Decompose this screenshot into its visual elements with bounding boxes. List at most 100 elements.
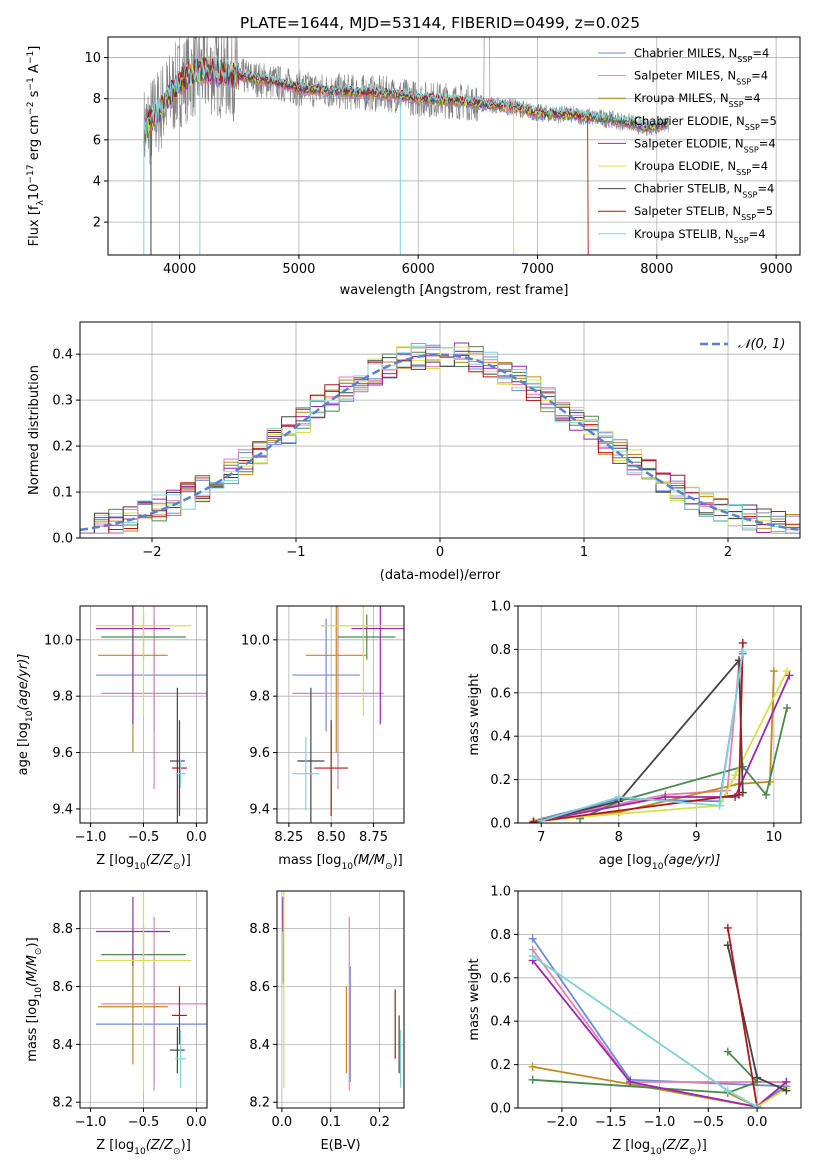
plus-marker: [661, 792, 670, 801]
legend-label: Salpeter ELODIE, NSSP=4: [634, 136, 776, 154]
y-axis-label: age [log10(age/yr)]: [16, 654, 35, 776]
mass-weight-series-1: [529, 660, 743, 823]
grid: [277, 606, 404, 823]
plus-marker: [723, 923, 732, 932]
plus-marker: [782, 1086, 791, 1095]
y-tick-label: 0.3: [52, 394, 73, 409]
x-tick-label: 8000: [640, 262, 673, 277]
x-axis-label: Z [log10(Z/Z⊙)]: [612, 1138, 707, 1157]
y-tick-label: 10.0: [241, 633, 270, 648]
plus-marker: [738, 647, 747, 656]
residual-histogram-5: [80, 346, 800, 534]
plus-marker: [723, 1047, 732, 1056]
error-bar-kroupa-stelib: [175, 759, 186, 788]
x-tick-label: −2: [142, 545, 161, 560]
x-tick-label: −0.5: [128, 1115, 160, 1130]
spectrum-legend: Chabrier MILES, NSSP=4 Salpeter MILES, NS…: [598, 46, 777, 244]
error-bar-kroupa-stelib: [175, 1029, 186, 1088]
plus-marker: [731, 771, 740, 780]
error-bar-salpeter-miles: [101, 606, 207, 790]
y-tick-label: 4: [93, 174, 101, 189]
mass-weight-series-8: [528, 952, 762, 1108]
mass-weight-series-8: [537, 647, 747, 823]
error-bar-chabrier-stelib: [169, 1026, 185, 1074]
axes-frame: [276, 605, 405, 824]
model-spectrum-5: [143, 56, 669, 144]
mass-weight-series-3: [576, 703, 792, 823]
y-tick-label: 8.6: [249, 980, 270, 995]
plus-marker: [783, 667, 792, 676]
x-tick-label: 4000: [163, 262, 196, 277]
axes-frame: [107, 36, 801, 256]
residual-histogram-8: [80, 345, 800, 534]
x-tick-label: 0.1: [320, 1115, 341, 1130]
plus-marker: [528, 952, 537, 961]
error-bar-salpeter-stelib: [314, 720, 349, 816]
plot-area: [282, 891, 402, 1091]
x-tick-label: 7000: [521, 262, 554, 277]
y-tick-label: 8: [93, 92, 101, 107]
axes-frame: [79, 890, 208, 1109]
x-tick-label: 8.75: [359, 830, 388, 845]
y-tick-label: 8.8: [52, 922, 73, 937]
x-tick-label: −1: [286, 545, 305, 560]
y-tick-label: 10.0: [44, 633, 73, 648]
y-tick-label: 0.6: [490, 971, 511, 986]
y-tick-label: 0.0: [52, 532, 73, 547]
y-axis-label: Normed distribution: [27, 365, 42, 495]
age-vs-metallicity-panel: −1.0 −0.5 0.0 9.4 9.6 9.8 10.0 Z [log10(Z/Z⊙)] a…: [16, 605, 208, 872]
y-tick-label: 9.6: [52, 746, 73, 761]
grid: [518, 890, 801, 1109]
series-line: [531, 959, 787, 1108]
axes-frame: [517, 890, 802, 1109]
error-bar-salpeter-miles: [101, 917, 207, 1091]
y-tick-label: 9.8: [249, 690, 270, 705]
residual-histogram-6: [80, 350, 800, 534]
legend-label: Salpeter STELIB, NSSP=5: [634, 204, 773, 222]
series-line: [726, 927, 758, 1108]
error-bar-salpeter-elodie: [351, 606, 404, 725]
error-bar-chabrier-miles: [292, 618, 360, 732]
plot-area: [143, 37, 670, 255]
plus-marker: [715, 801, 724, 810]
error-bar-chabrier-stelib: [297, 687, 325, 823]
x-tick-label: −1.0: [644, 1115, 676, 1130]
y-axis-label: mass weight: [467, 673, 482, 755]
error-bar-chabrier-elodie: [337, 614, 396, 660]
x-axis-label: Z [log10(Z/Z⊙)]: [96, 853, 191, 872]
plot-area: [95, 891, 207, 1091]
y-tick-label: 9.4: [249, 802, 270, 817]
y-tick-label: 0.1: [52, 486, 73, 501]
y-tick-label: 0.2: [490, 1058, 511, 1073]
y-axis-label: mass [log10(M/M⊙)]: [25, 937, 44, 1061]
x-axis-label: mass [log10(M/M⊙)]: [278, 853, 402, 872]
x-axis-label: Z [log10(Z/Z⊙)]: [96, 1138, 191, 1157]
y-tick-label: 8.2: [249, 1096, 270, 1111]
error-bar-kroupa-stelib: [292, 737, 320, 811]
x-tick-label: 6000: [402, 262, 435, 277]
error-bar-kroupa-elodie: [321, 606, 404, 716]
x-tick-label: 5000: [282, 262, 315, 277]
plot-area: [529, 638, 794, 823]
x-axis-label: wavelength [Angstrom, rest frame]: [340, 283, 569, 298]
y-tick-label: 0.0: [490, 1102, 511, 1117]
plus-marker: [614, 808, 623, 817]
plus-marker: [753, 1073, 762, 1082]
x-tick-label: −1.0: [75, 1115, 107, 1130]
legend-label: Chabrier ELODIE, NSSP=5: [634, 114, 777, 132]
plus-marker: [537, 816, 546, 823]
x-axis-label: (data-model)/error: [380, 568, 501, 583]
x-tick-label: 0: [436, 545, 444, 560]
error-bar-salpeter-elodie: [95, 896, 170, 967]
age-vs-mass-panel: 8.25 8.50 8.75 9.4 9.6 9.8 10.0 mass [log10(M/M…: [241, 605, 405, 872]
legend-label: Chabrier MILES, NSSP=4: [634, 46, 769, 64]
legend-label: Kroupa STELIB, NSSP=4: [634, 227, 766, 245]
x-tick-label: 8: [615, 830, 623, 845]
plus-marker: [626, 1077, 635, 1086]
normal-distribution-curve: [80, 353, 800, 532]
series-line: [541, 651, 744, 822]
y-tick-label: 10: [84, 51, 101, 66]
mass-weight-vs-metallicity-panel: −2.0 −1.5 −1.0 −0.5 0.0 0.0 0.2 0.4 0.6 0.8 1.0 mas…: [467, 885, 802, 1157]
error-bar-salpeter-elodie: [95, 606, 170, 725]
plus-marker: [762, 790, 771, 799]
